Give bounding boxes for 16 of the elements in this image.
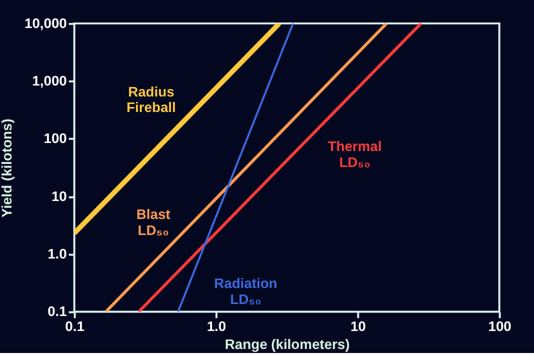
y-tick-label: 0.1: [48, 303, 68, 320]
y-axis-title: Yield (kilotons): [0, 118, 15, 218]
y-tick-label: 10: [51, 188, 68, 204]
y-tick-label: 100: [44, 130, 68, 146]
x-tick-label: 0.1: [65, 318, 85, 334]
y-tick-label: 1.0: [48, 246, 68, 262]
x-tick-label: 100: [488, 318, 512, 334]
y-tick-label: 1,000: [32, 72, 68, 89]
y-tick-label: 10,000: [24, 14, 68, 31]
series-label: Radius Fireball: [126, 83, 176, 116]
series-label: Radiation LD₅₀: [214, 275, 278, 308]
x-tick-label: 10: [350, 318, 366, 334]
series-label: Blast LD₅₀: [136, 206, 171, 238]
x-tick-label: 1.0: [206, 318, 226, 334]
x-axis-title: Range (kilometers): [224, 336, 350, 352]
series-label: Thermal LD₅₀: [328, 138, 382, 170]
